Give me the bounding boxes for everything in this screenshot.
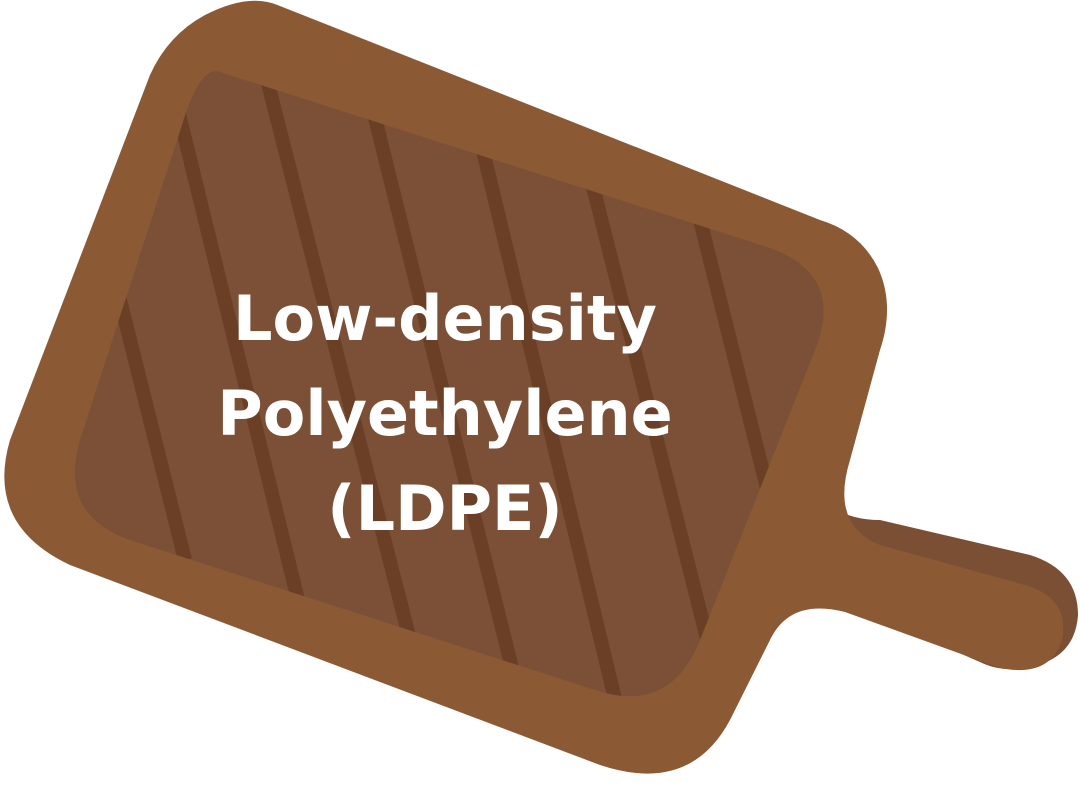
label-line-1: Low-density (233, 281, 657, 355)
board-inner-panel (74, 71, 824, 697)
wood-grain (103, 71, 807, 697)
label-line-2: Polyethylene (217, 376, 673, 450)
label-line-3: (LDPE) (327, 471, 563, 545)
material-label: Low-density Polyethylene (LDPE) (150, 278, 740, 548)
